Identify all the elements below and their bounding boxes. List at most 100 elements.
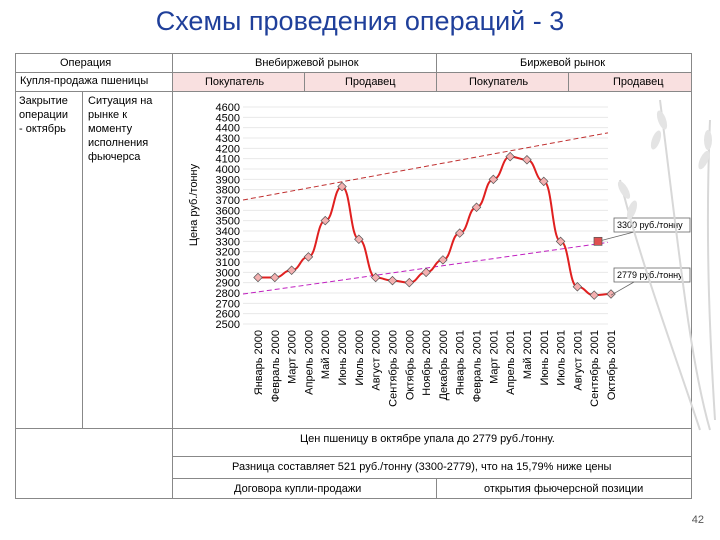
- annotation-label: 2779 руб./тонну: [617, 270, 683, 280]
- row1-col2-line4: исполнения: [88, 137, 149, 149]
- y-tick-label: 3000: [216, 267, 240, 279]
- x-tick-label: Декабрь 2000: [438, 330, 450, 400]
- y-tick-label: 4100: [216, 154, 240, 166]
- y-tick-label: 2500: [216, 319, 240, 331]
- x-tick-label: Январь 2000: [253, 330, 265, 395]
- data-point: [270, 272, 280, 283]
- x-tick-label: Сентябрь 2001: [589, 330, 601, 407]
- subheader-otc-buyer: Покупатель: [173, 73, 304, 91]
- bottom-line3a: Договора купли-продажи: [234, 483, 362, 495]
- annotation-marker: [593, 236, 603, 246]
- data-point: [505, 151, 515, 162]
- data-point: [253, 272, 263, 283]
- chart-grid: [243, 106, 608, 325]
- trend-upper: [242, 132, 609, 201]
- data-point: [539, 176, 549, 187]
- wheat-decoration-icon: [617, 99, 716, 431]
- y-tick-label: 2900: [216, 278, 240, 290]
- y-tick-label: 4600: [216, 102, 240, 114]
- header-exchange-market: Биржевой рынок: [520, 57, 606, 69]
- x-tick-label: Июль 2001: [556, 330, 568, 386]
- data-point: [522, 154, 532, 165]
- annotation-leader: [610, 281, 635, 296]
- x-tick-label: Июнь 2001: [539, 330, 551, 386]
- y-tick-label: 3400: [216, 226, 240, 238]
- data-point: [387, 275, 398, 286]
- data-point: [404, 277, 415, 288]
- x-tick-label: Октябрь 2000: [404, 330, 416, 400]
- data-point: [438, 255, 448, 265]
- price-series: [253, 151, 616, 300]
- y-tick-label: 3200: [216, 247, 240, 259]
- data-point: [303, 252, 314, 262]
- x-tick-label: Март 2001: [488, 330, 500, 384]
- y-axis-label: Цена руб./тонну: [188, 163, 200, 246]
- data-point: [488, 174, 499, 185]
- bottom-line2: Разница составляет 521 руб./тонну (3300-…: [232, 461, 612, 473]
- x-axis-ticks: Январь 2000 Февраль 2000 Март 2000 Апрель 2…: [253, 330, 618, 407]
- data-point: [606, 289, 616, 299]
- data-point: [337, 181, 347, 192]
- x-tick-label: Ноябрь 2000: [421, 330, 433, 396]
- y-tick-label: 3500: [216, 216, 240, 228]
- data-point: [471, 202, 482, 212]
- y-tick-label: 3700: [216, 195, 240, 207]
- subheader-row-label: Купля-продажа пшеницы: [20, 75, 149, 87]
- x-tick-label: Май 2001: [522, 330, 534, 379]
- row1-col2-line3: моменту: [88, 123, 133, 135]
- y-tick-label: 2800: [216, 288, 240, 300]
- data-point: [354, 234, 364, 245]
- data-point: [320, 215, 330, 226]
- y-tick-label: 3900: [216, 174, 240, 186]
- x-tick-label: Август 2000: [371, 330, 383, 391]
- y-tick-label: 3300: [216, 236, 240, 248]
- x-tick-label: Апрель 2001: [505, 330, 517, 395]
- data-point: [454, 228, 465, 238]
- y-tick-label: 4300: [216, 133, 240, 145]
- x-tick-label: Август 2001: [572, 330, 584, 391]
- header-operation: Операция: [60, 57, 112, 69]
- annotation-label: 3300 руб./тонну: [617, 220, 683, 230]
- y-tick-label: 3600: [216, 205, 240, 217]
- subheader-ex-seller: Продавец: [569, 73, 691, 91]
- page-number: 42: [691, 514, 704, 526]
- data-point: [555, 236, 566, 247]
- x-tick-label: Январь 2001: [455, 330, 467, 395]
- row1-col2-line1: Ситуация на: [88, 95, 153, 107]
- row1-col1-line2: операции: [19, 109, 69, 121]
- row1-col1-line3: - октябрь: [19, 123, 66, 135]
- y-tick-label: 4000: [216, 164, 240, 176]
- data-point: [589, 290, 599, 300]
- series-line: [258, 155, 612, 297]
- y-tick-label: 2600: [216, 309, 240, 321]
- y-tick-label: 3800: [216, 185, 240, 197]
- x-tick-label: Май 2000: [320, 330, 332, 379]
- data-point: [421, 267, 431, 278]
- x-tick-label: Март 2000: [287, 330, 299, 384]
- y-tick-label: 4500: [216, 112, 240, 124]
- y-tick-label: 2700: [216, 298, 240, 310]
- annotation-box: [613, 267, 691, 283]
- x-tick-label: Апрель 2000: [303, 330, 315, 395]
- bottom-line3b: открытия фьючерсной позиции: [484, 483, 644, 495]
- annotation-leader: [597, 231, 635, 242]
- x-tick-label: Октябрь 2001: [606, 330, 618, 400]
- bottom-line1: Цен пшеницу в октябре упала до 2779 руб.…: [300, 433, 555, 445]
- row1-col2-line5: фьючерса: [88, 151, 141, 163]
- row1-col1-line1: Закрытие: [19, 95, 68, 107]
- x-tick-label: Февраль 2001: [472, 330, 484, 402]
- subheader-otc-seller: Продавец: [305, 73, 436, 91]
- data-point: [572, 282, 583, 292]
- x-tick-label: Июль 2000: [354, 330, 366, 386]
- y-axis-ticks: 4600450044004300420041004000390038003700…: [216, 102, 240, 331]
- row1-col2-line2: рынке к: [88, 109, 128, 121]
- subheader-ex-buyer: Покупатель: [437, 73, 568, 91]
- y-tick-label: 3100: [216, 257, 240, 269]
- y-tick-label: 4400: [216, 123, 240, 135]
- slide-title: Схемы проведения операций - 3: [155, 6, 565, 36]
- x-tick-label: Февраль 2000: [270, 330, 282, 402]
- y-tick-label: 4200: [216, 143, 240, 155]
- header-otc-market: Внебиржевой рынок: [255, 57, 359, 69]
